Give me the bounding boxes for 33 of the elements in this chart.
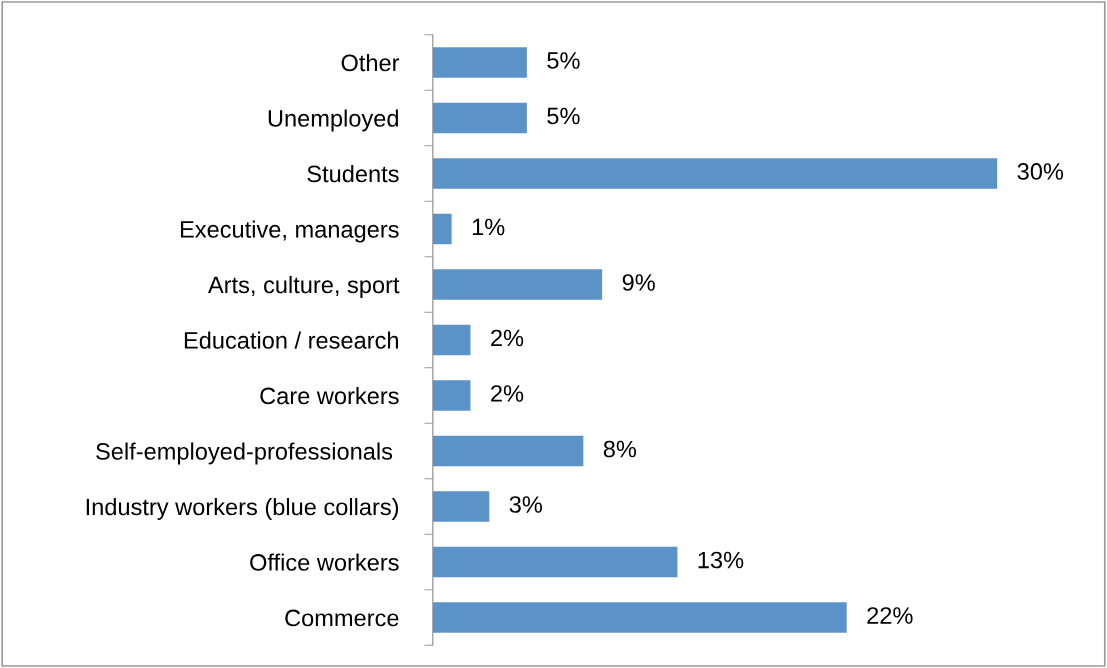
y-tick-label: Care workers <box>260 386 399 405</box>
data-label: 2% <box>491 329 524 347</box>
y-tick-label: Self-employed-professionals <box>96 442 393 465</box>
data-label: 2% <box>491 385 524 402</box>
bar <box>432 491 490 522</box>
bar <box>432 269 603 300</box>
bar <box>432 435 584 467</box>
bar <box>432 47 527 78</box>
y-tick-label: Commerce <box>285 609 399 627</box>
y-tick-label: Industry workers (blue collars) <box>86 497 399 520</box>
y-tick-label: Office workers <box>250 553 399 571</box>
data-label: 13% <box>698 551 744 569</box>
y-tick-label: Arts, culture, sport <box>207 275 400 298</box>
data-label: 9% <box>622 274 655 291</box>
y-tick-label: Unemployed <box>268 109 398 132</box>
y-tick-label: Other <box>341 53 400 72</box>
data-label: 8% <box>603 440 637 458</box>
bar <box>432 324 471 356</box>
bar <box>432 102 527 134</box>
data-label: 1% <box>472 218 505 236</box>
y-tick-label: Education / research <box>184 331 398 349</box>
data-label: 22% <box>867 607 913 624</box>
bar <box>432 546 678 578</box>
bar <box>432 602 847 633</box>
data-label: 5% <box>547 52 580 69</box>
bar <box>432 158 998 189</box>
y-tick-label: Executive, managers <box>180 220 399 243</box>
data-label: 5% <box>547 107 580 125</box>
y-tick-label: Students <box>307 164 399 183</box>
bar <box>432 380 471 411</box>
bar <box>432 213 452 245</box>
data-label: 30% <box>1017 163 1064 180</box>
data-label: 3% <box>509 496 542 513</box>
